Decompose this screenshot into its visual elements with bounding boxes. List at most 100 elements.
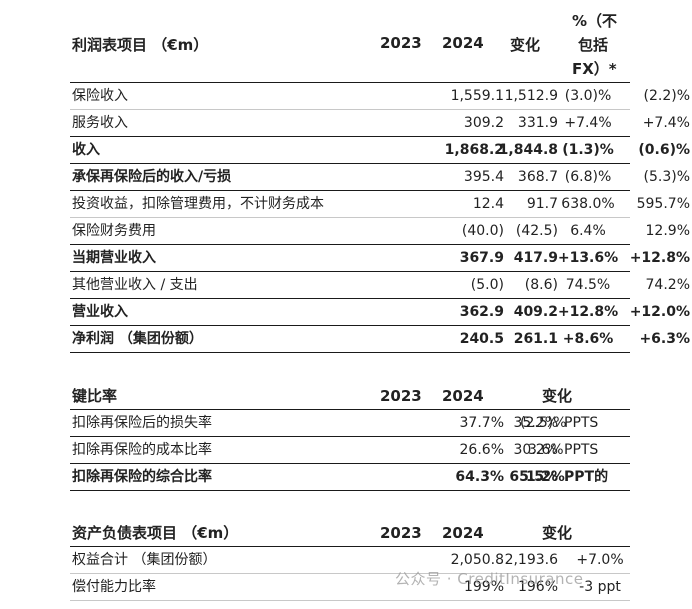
watermark: 公众号 · CreditInsurance <box>395 570 584 588</box>
row-label: 扣除再保险的综合比率 <box>72 469 212 485</box>
table-row: 服务收入 309.2 331.9 +7.4% +7.4% <box>70 110 690 137</box>
income-header-2024: 2024 <box>442 34 484 52</box>
row-label: 营业收入 <box>72 304 128 320</box>
table-row: 扣除再保险的综合比率 64.3% 65.5% 1.2% PPT的 <box>70 464 630 491</box>
table-row: 收入 1,868.2 1,844.8 (1.3)% (0.6)% <box>70 137 690 164</box>
value-change-ex-fx: +12.8% <box>629 250 690 266</box>
row-label: 扣除再保险的成本比率 <box>72 442 212 458</box>
value-change: +12.8% <box>557 304 619 320</box>
income-header-change: 变化 <box>510 36 541 54</box>
value-change: 3.6% <box>528 442 564 458</box>
table-row: 承保再保险后的收入/亏损 395.4 368.7 (6.8)% (5.3)% <box>70 164 690 191</box>
value-2023: 64.3% <box>455 469 504 485</box>
value-change: (2.5)% <box>520 415 567 431</box>
value-change: 1.2% <box>526 469 565 485</box>
value-2024: 65.5% <box>509 469 558 485</box>
value-change: +8.6% <box>562 331 614 347</box>
table-row: 权益合计 （集团份额） 2,050.8 2,193.6 +7.0% <box>70 547 630 574</box>
row-label: 保险财务费用 <box>72 223 156 239</box>
value-2023: 1,559.1 <box>450 88 504 104</box>
ratios-header: 键比率 2023 2024 变化 <box>70 383 630 410</box>
value-change: 638.0% <box>561 196 615 212</box>
value-change: 6.4% <box>570 223 606 239</box>
value-change-ex-fx: +12.0% <box>629 304 690 320</box>
value-change: (1.3)% <box>562 142 614 158</box>
value-change-ex-fx: 12.9% <box>645 223 690 239</box>
table-row: 偿付能力比率 199% 196% -3 ppt <box>70 574 630 601</box>
table-row: 扣除再保险后的损失率 37.7% 35.2% (2.5)% PPTS <box>70 410 630 437</box>
table-row: 当期营业收入 367.9 417.9 +13.6% +12.8% <box>70 245 690 272</box>
value-change: +13.6% <box>557 250 619 266</box>
value-change: -3 ppt <box>579 579 621 595</box>
value-2023: 240.5 <box>459 331 504 347</box>
value-2023: 395.4 <box>463 169 504 185</box>
value-2024: 35.2% <box>513 415 558 431</box>
table-row: 扣除再保险的成本比率 26.6% 30.2% 3.6% PPTS <box>70 437 630 464</box>
value-change-ex-fx: 595.7% <box>636 196 690 212</box>
value-2024: (8.6) <box>524 277 558 293</box>
table-row: 投资收益，扣除管理费用，不计财务成本 12.4 91.7 638.0% 595.… <box>70 191 690 218</box>
value-change: +7.0% <box>576 552 624 568</box>
income-header-fx-3: FX）* <box>572 60 617 78</box>
value-2023: 26.6% <box>459 442 504 458</box>
value-change: (3.0)% <box>564 88 612 104</box>
row-label: 扣除再保险后的损失率 <box>72 415 212 431</box>
value-2024: 409.2 <box>513 304 558 320</box>
income-header-fx-2: 包括 <box>578 36 609 54</box>
value-2024: 261.1 <box>513 331 558 347</box>
table-row: 净利润 （集团份额） 240.5 261.1 +8.6% +6.3% <box>70 326 690 353</box>
table-row: 保险收入 1,559.1 1,512.9 (3.0)% (2.2)% <box>70 83 690 110</box>
ratios-header-2024: 2024 <box>442 387 484 405</box>
row-label: 其他营业收入 / 支出 <box>72 277 198 293</box>
value-2024: 30.2% <box>513 442 558 458</box>
row-label: 偿付能力比率 <box>72 579 156 595</box>
income-header-fx-1: %（不 <box>572 12 618 30</box>
value-2023: (40.0) <box>461 223 504 239</box>
income-header: 利润表项目 （€m） 2023 2024 变化 %（不 包括 FX）* <box>70 12 630 83</box>
value-unit: PPT的 <box>564 469 609 485</box>
balance-header-2023: 2023 <box>380 524 422 542</box>
row-label: 保险收入 <box>72 88 128 104</box>
value-change-ex-fx: +6.3% <box>639 331 690 347</box>
table-row: 保险财务费用 (40.0) (42.5) 6.4% 12.9% <box>70 218 690 245</box>
value-unit: PPTS <box>564 415 599 431</box>
value-change-ex-fx: (0.6)% <box>638 142 690 158</box>
value-2024: 2,193.6 <box>504 552 558 568</box>
value-change: 74.5% <box>565 277 611 293</box>
ratios-header-label: 键比率 <box>72 387 118 405</box>
income-header-2023: 2023 <box>380 34 422 52</box>
balance-header-change: 变化 <box>542 524 573 542</box>
value-2024: 91.7 <box>526 196 558 212</box>
row-label: 净利润 （集团份额） <box>72 331 203 347</box>
value-2023: (5.0) <box>470 277 504 293</box>
value-2024: 1,512.9 <box>504 88 558 104</box>
ratios-header-change: 变化 <box>542 387 573 405</box>
value-2023: 199% <box>463 579 504 595</box>
value-2024: 368.7 <box>517 169 558 185</box>
value-2024: 196% <box>517 579 558 595</box>
value-2023: 2,050.8 <box>450 552 504 568</box>
row-label: 权益合计 （集团份额） <box>72 552 217 568</box>
value-2023: 309.2 <box>463 115 504 131</box>
row-label: 服务收入 <box>72 115 128 131</box>
value-change-ex-fx: 74.2% <box>645 277 690 293</box>
table-row: 其他营业收入 / 支出 (5.0) (8.6) 74.5% 74.2% <box>70 272 690 299</box>
value-change: +7.4% <box>564 115 612 131</box>
value-2023: 37.7% <box>459 415 504 431</box>
row-label: 当期营业收入 <box>72 250 156 266</box>
value-2024: 331.9 <box>517 115 558 131</box>
ratios-header-2023: 2023 <box>380 387 422 405</box>
row-label: 投资收益，扣除管理费用，不计财务成本 <box>72 196 324 212</box>
value-2023: 12.4 <box>472 196 504 212</box>
table-row: 营业收入 362.9 409.2 +12.8% +12.0% <box>70 299 690 326</box>
row-label: 收入 <box>72 142 100 158</box>
value-2023: 362.9 <box>459 304 504 320</box>
row-label: 承保再保险后的收入/亏损 <box>72 169 232 185</box>
value-change-ex-fx: +7.4% <box>642 115 690 131</box>
income-header-label: 利润表项目 （€m） <box>72 36 209 54</box>
value-change: (6.8)% <box>564 169 612 185</box>
value-2023: 367.9 <box>459 250 504 266</box>
value-2023: 1,868.2 <box>444 142 504 158</box>
balance-header-label: 资产负债表项目 （€m） <box>72 524 239 542</box>
value-unit: PPTS <box>564 442 599 458</box>
